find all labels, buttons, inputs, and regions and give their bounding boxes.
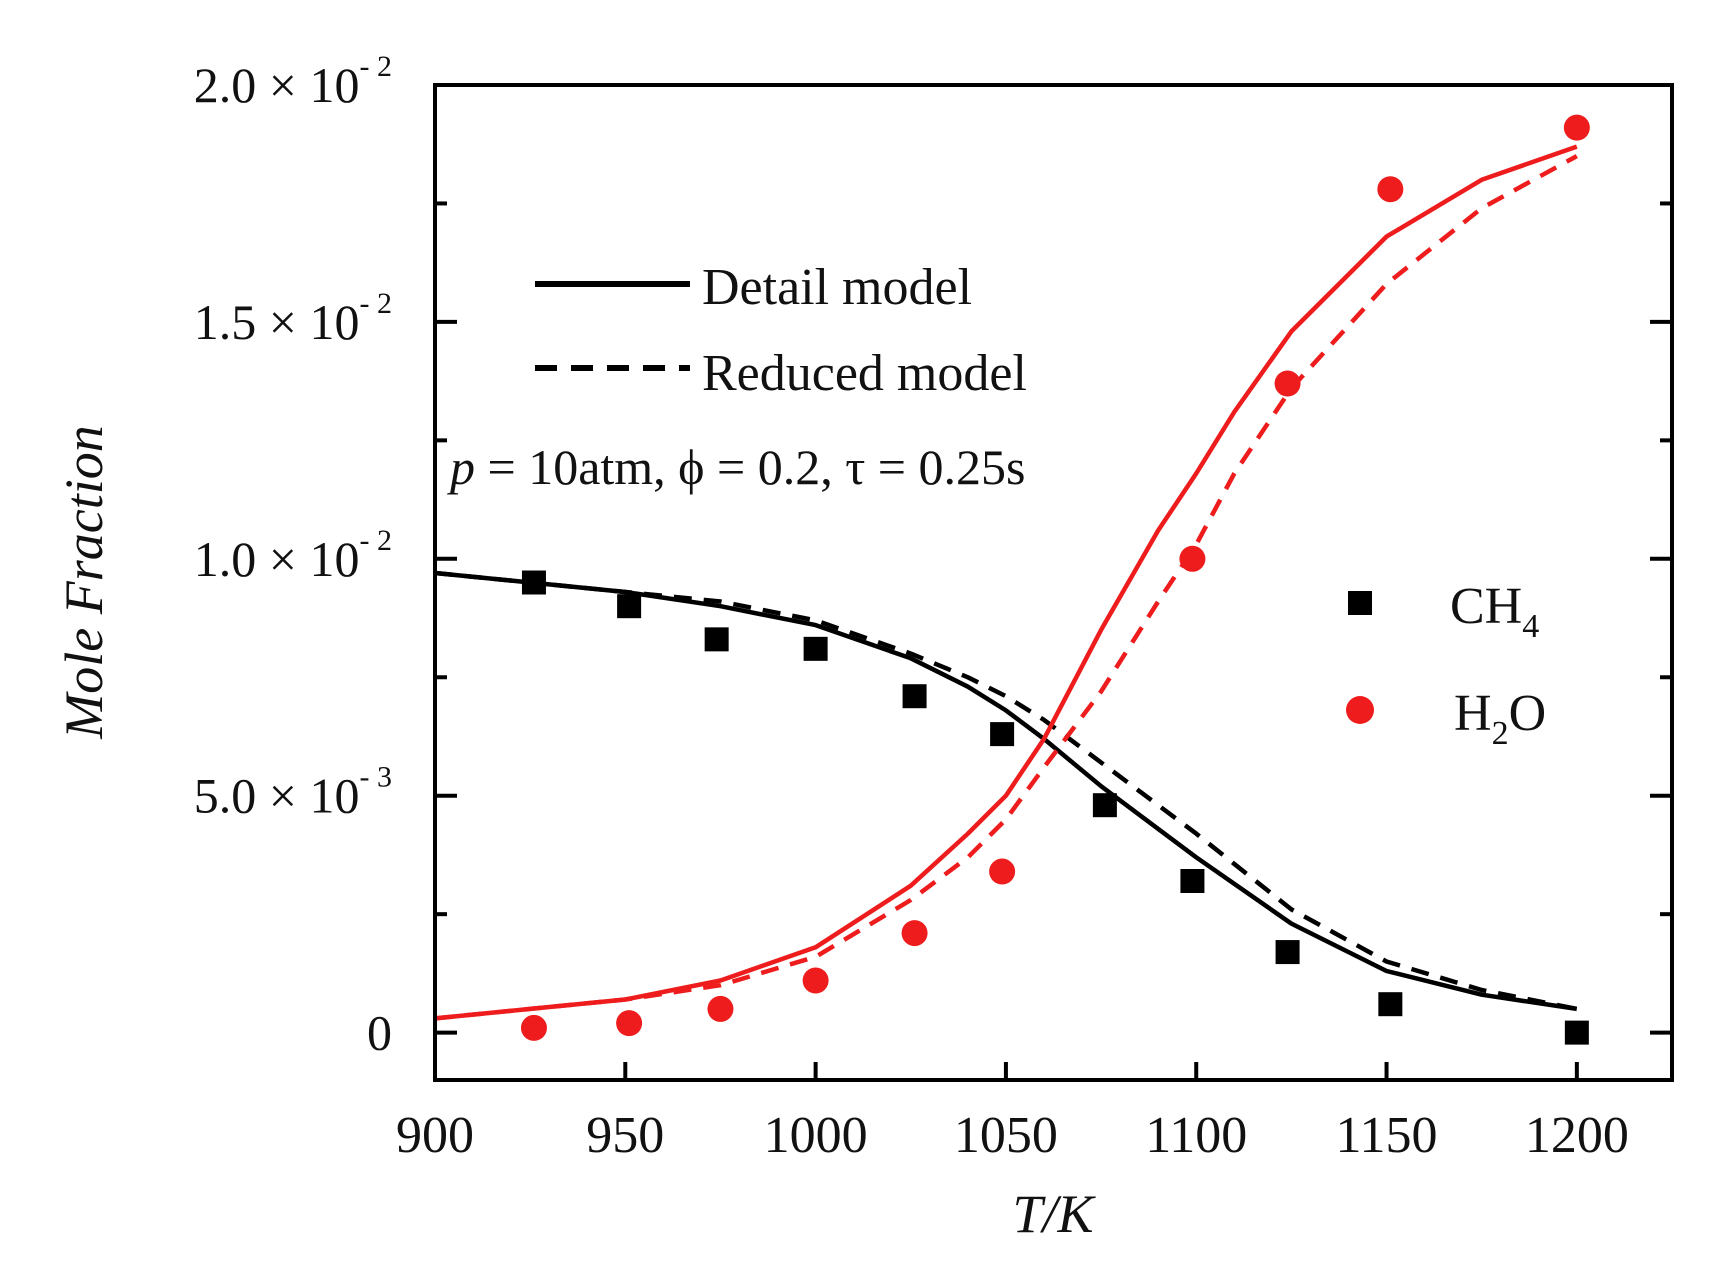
- h2o-point-3: [802, 967, 829, 994]
- h2o-point-2: [707, 995, 734, 1022]
- ch4-point-5: [990, 722, 1015, 747]
- marker-legend: CH4 H2O: [1346, 578, 1546, 752]
- y-tick-label-mantissa-2: 1.0 × 10: [194, 531, 360, 587]
- ch4-point-0: [521, 570, 546, 595]
- y-tick-label-exponent-1: - 3: [360, 761, 393, 794]
- ch4-point-8: [1275, 940, 1300, 965]
- h2o-point-5: [989, 858, 1016, 885]
- x-tick-label-1150: 1150: [1335, 1107, 1437, 1164]
- y-tick-label-2: 1.0 × 10- 2: [194, 524, 392, 587]
- y-tick-label-exponent-2: - 2: [360, 524, 393, 557]
- h2o-point-9: [1563, 114, 1590, 141]
- plot-frame: [433, 83, 1674, 1082]
- y-tick-label-exponent-4: - 2: [360, 50, 393, 83]
- h2o-point-7: [1274, 370, 1301, 397]
- ch4-point-2: [704, 627, 729, 652]
- x-tick-label-1000: 1000: [764, 1107, 868, 1164]
- condition-text: = 10atm, ϕ = 0.2, τ = 0.25s: [475, 439, 1025, 495]
- h2o-point-8: [1377, 176, 1404, 203]
- h2o-point-6: [1179, 545, 1206, 572]
- series-markers: [520, 114, 1590, 1045]
- condition-annotation: p = 10atm, ϕ = 0.2, τ = 0.25s: [447, 439, 1025, 495]
- y-axis-ticks: [435, 83, 1672, 1035]
- x-axis-title: T/K: [1012, 1184, 1096, 1244]
- legend-h2o-marker: [1346, 696, 1374, 724]
- y-tick-label-1: 5.0 × 10- 3: [194, 761, 392, 824]
- series-line-1: [434, 570, 1578, 1012]
- legend-h2o-main: H: [1454, 685, 1492, 742]
- ch4-point-4: [902, 684, 927, 709]
- plot-area: [434, 114, 1590, 1045]
- series-lines: [434, 144, 1578, 1021]
- ch4-point-1: [617, 594, 642, 619]
- h2o-point-0: [520, 1014, 547, 1041]
- h2o-point-1: [616, 1010, 643, 1037]
- series-line-3: [434, 154, 1578, 1021]
- legend-ch4-marker: [1348, 591, 1372, 615]
- x-tick-label-1100: 1100: [1145, 1107, 1247, 1164]
- y-axis-title: Mole Fraction: [54, 425, 114, 739]
- y-tick-label-3: 1.5 × 10- 2: [194, 287, 392, 350]
- x-tick-label-950: 950: [586, 1107, 664, 1164]
- y-tick-label-mantissa-4: 2.0 × 10: [194, 57, 360, 113]
- ch4-point-9: [1378, 992, 1403, 1017]
- legend-ch4-label: CH4: [1450, 578, 1539, 645]
- x-axis-ticks: [433, 1062, 1579, 1080]
- legend-ch4-main: CH: [1450, 578, 1522, 635]
- y-axis-tick-labels: 05.0 × 10- 31.0 × 10- 21.5 × 10- 22.0 × …: [194, 50, 392, 1061]
- legend-h2o-end: O: [1509, 685, 1547, 742]
- line-legend: Detail model Reduced model: [535, 259, 1027, 402]
- legend-h2o-sub: 2: [1492, 715, 1509, 752]
- series-line-2: [434, 144, 1578, 1021]
- y-tick-label-mantissa-3: 1.5 × 10: [194, 294, 360, 350]
- y-tick-label-0: 0: [367, 1005, 392, 1061]
- legend-h2o-label: H2O: [1454, 685, 1546, 752]
- ch4-point-7: [1180, 869, 1205, 893]
- y-tick-label-4: 2.0 × 10- 2: [194, 50, 392, 113]
- x-tick-label-900: 900: [396, 1107, 474, 1164]
- h2o-point-4: [901, 920, 928, 947]
- ch4-point-3: [803, 636, 828, 661]
- ch4-point-10: [1564, 1020, 1589, 1045]
- x-axis-tick-labels: 900 950 1000 1050 1100 1150 1200: [396, 1107, 1629, 1164]
- x-tick-label-1200: 1200: [1525, 1107, 1629, 1164]
- series-line-0: [434, 570, 1578, 1012]
- y-tick-label-mantissa-1: 5.0 × 10: [194, 768, 360, 824]
- pressure-symbol: p: [447, 439, 475, 495]
- legend-reduced-model-label: Reduced model: [702, 345, 1027, 402]
- y-tick-label-mantissa-0: 0: [367, 1005, 392, 1061]
- legend-ch4-sub: 4: [1522, 608, 1539, 645]
- x-tick-label-1050: 1050: [954, 1107, 1058, 1164]
- legend-detail-model-label: Detail model: [702, 259, 972, 316]
- ch4-point-6: [1092, 793, 1117, 818]
- y-tick-label-exponent-3: - 2: [360, 287, 393, 320]
